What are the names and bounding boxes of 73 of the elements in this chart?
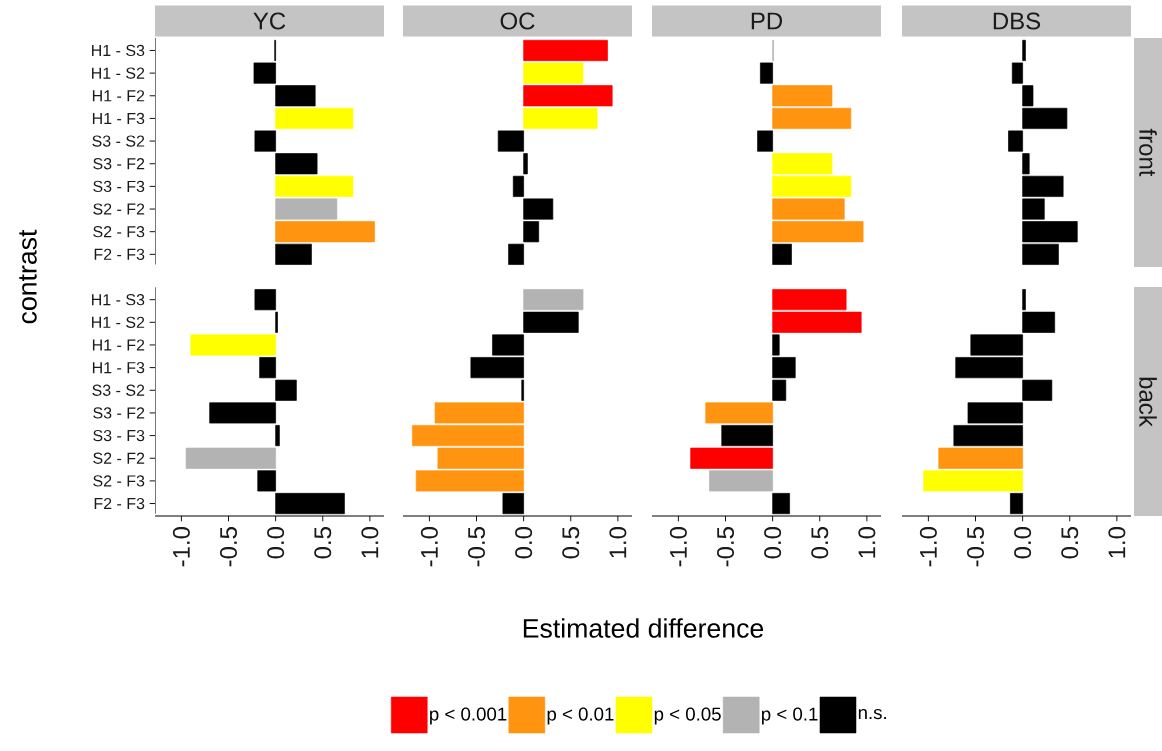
legend-label: p < 0.01 [547,707,614,725]
bar [705,402,773,424]
x-tick-label: -1.0 [669,526,687,567]
bar [190,334,276,356]
x-tick-label: 0.5 [811,527,829,559]
y-axis-title: contrast [19,229,37,324]
y-tick-label: H1 - F2 [92,339,145,351]
x-tick-label: 1.0 [1108,526,1126,558]
y-tick-label: H1 - S2 [92,316,145,328]
chart-title: PD [751,12,783,30]
x-tick-label: -1.0 [172,526,190,567]
y-tick-label: S3 - S2 [92,135,145,147]
bar [275,243,312,265]
chart-title: YC [253,12,286,30]
y-tick-label: S3 - F3 [93,429,145,442]
bar [523,289,584,311]
y-tick-label: S3 - F3 [93,180,145,193]
y-tick-label: S3 - F2 [93,158,145,170]
x-tick-label: 0.0 [515,526,533,559]
x-tick-label: -0.5 [967,527,984,567]
legend-label: p < 0.001 [430,707,507,725]
bar [721,425,773,447]
y-tick-label: S2 - F3 [93,226,145,238]
y-tick-label: S3 - F2 [93,407,145,419]
y-tick-label: H1 - F3 [92,361,145,374]
bar [772,243,792,265]
bar [690,447,773,469]
bar [523,85,613,107]
legend-label: n.s. [858,708,886,720]
bar [275,221,375,243]
legend-label: p < 0.05 [654,707,721,725]
y-tick-label: S2 - F3 [93,475,145,487]
chart-title: DBS [993,12,1041,30]
y-tick-label: S2 - F2 [93,203,145,215]
bar [923,470,1023,492]
x-tick-label: 0.5 [1061,527,1079,559]
y-tick-label: F2 - F3 [94,497,145,510]
y-tick-label: H1 - S2 [92,67,145,79]
x-axis-title: Estimated difference [523,618,764,638]
text: front [1139,128,1157,177]
x-tick-label: -0.5 [717,527,735,567]
y-tick-label: H1 - S3 [92,44,145,57]
bar [760,62,773,84]
x-tick-label: -1.0 [420,526,438,567]
x-tick-label: -1.0 [919,526,937,567]
bar [523,107,598,129]
bar [275,198,338,220]
bar [275,107,354,129]
y-tick-label: H1 - S3 [92,294,145,306]
text: back [1139,377,1157,427]
bar [938,447,1023,469]
x-tick-label: 0.5 [562,527,580,559]
bar [757,130,773,152]
y-tick-label: H1 - F3 [92,112,145,125]
x-tick-label: -0.5 [468,527,486,567]
x-tick-label: 0.0 [1014,526,1032,559]
bar [275,175,354,197]
x-tick-label: 1.0 [609,526,627,558]
chart-title: OC [500,12,535,30]
x-tick-label: 0.0 [267,526,285,559]
x-tick-label: 1.0 [858,526,876,558]
x-tick-label: 0.0 [764,526,782,559]
x-tick-label: -0.5 [220,527,238,567]
x-tick-label: 1.0 [361,526,379,558]
bar [523,62,584,84]
bar [709,470,773,492]
y-tick-label: S2 - F2 [93,452,145,464]
y-tick-label: F2 - F3 [94,248,145,260]
legend-label: p < 0.1 [762,707,818,725]
y-tick-label: S3 - S2 [92,384,145,396]
y-tick-label: H1 - F2 [92,90,145,102]
x-tick-label: 0.5 [314,527,332,559]
bar [185,447,276,469]
